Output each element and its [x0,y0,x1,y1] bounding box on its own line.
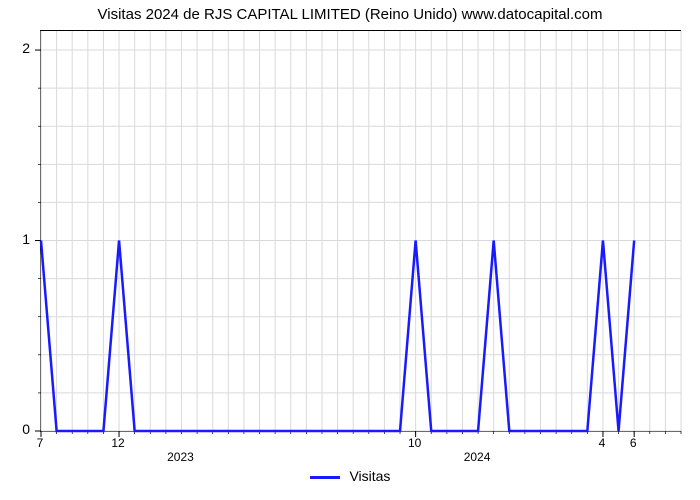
legend: Visitas [0,468,700,484]
legend-swatch [310,476,340,479]
y-tick-label: 0 [0,421,30,437]
x-tick-label: 7 [37,436,44,450]
plot-svg [41,31,681,431]
legend-label: Visitas [349,468,390,484]
x-tick-label: 12 [111,436,124,450]
x-tick-label: 6 [630,436,637,450]
line-chart: Visitas 2024 de RJS CAPITAL LIMITED (Rei… [0,0,700,500]
x-tick-label: 10 [408,436,421,450]
chart-title: Visitas 2024 de RJS CAPITAL LIMITED (Rei… [0,0,700,23]
x-tick-label: 4 [599,436,606,450]
plot-area [40,30,681,432]
x-axis-category: 2023 [167,450,194,464]
x-axis-category: 2024 [464,450,491,464]
y-tick-label: 2 [0,40,30,56]
y-tick-label: 1 [0,231,30,247]
